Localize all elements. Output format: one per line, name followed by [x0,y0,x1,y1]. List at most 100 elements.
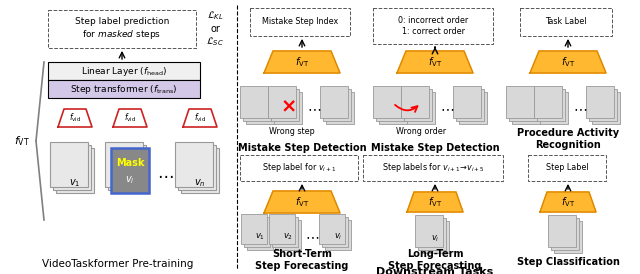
Bar [540,92,568,124]
Polygon shape [58,109,92,127]
Bar [509,89,537,121]
Bar [268,86,296,118]
Bar [269,214,295,244]
Text: $f_{\mathrm{VT}}$: $f_{\mathrm{VT}}$ [428,55,442,69]
Bar [592,92,620,124]
Bar [554,221,582,253]
Text: $v_2$: $v_2$ [283,232,293,242]
Polygon shape [183,109,217,127]
Text: $f_{\mathrm{VT}}$: $f_{\mathrm{VT}}$ [295,195,309,209]
Bar [50,141,88,187]
Text: Step labels for $v_{i+1}\!\to\!v_{i+5}$: Step labels for $v_{i+1}\!\to\!v_{i+5}$ [381,161,484,175]
Text: Wrong order: Wrong order [396,127,446,136]
Bar [407,92,435,124]
Text: Linear Layer ($f_{\mathrm{head}}$): Linear Layer ($f_{\mathrm{head}}$) [81,64,167,78]
Bar [537,89,565,121]
Bar [379,92,407,124]
Bar [53,144,91,190]
Bar [506,86,534,118]
Text: $f_{\mathrm{vid}}$: $f_{\mathrm{vid}}$ [124,112,136,124]
FancyBboxPatch shape [528,155,606,181]
Bar [105,141,143,187]
Text: Step transformer ($f_{\mathrm{trans}}$): Step transformer ($f_{\mathrm{trans}}$) [70,82,178,96]
Bar [247,220,273,250]
Bar [534,86,562,118]
Bar [376,89,404,121]
Text: Downstream Tasks: Downstream Tasks [376,267,493,274]
Text: VideoTaskformer Pre-training: VideoTaskformer Pre-training [42,259,194,269]
FancyBboxPatch shape [520,8,612,36]
Bar [586,86,614,118]
Bar [322,217,348,247]
Text: $v_1$: $v_1$ [255,232,265,242]
Bar [108,144,146,190]
Polygon shape [540,192,596,212]
Bar [272,217,298,247]
Polygon shape [264,51,340,73]
Bar [178,144,216,190]
Text: Task Label: Task Label [545,18,587,27]
Bar [275,220,301,250]
FancyBboxPatch shape [240,155,358,181]
Bar [418,218,446,250]
Bar [512,92,540,124]
Text: $v_1$: $v_1$ [69,177,81,189]
Bar [323,89,351,121]
Bar [589,89,617,121]
Text: Step label prediction
for $\mathit{masked}$ steps: Step label prediction for $\mathit{maske… [75,17,169,41]
Text: Long-Term
Step Forecasting: Long-Term Step Forecasting [388,249,482,271]
Bar [111,147,149,193]
Bar [421,221,449,253]
Bar [274,92,302,124]
Text: Step Classification: Step Classification [516,257,620,267]
FancyBboxPatch shape [373,8,493,44]
Text: $\mathbf{\times}$: $\mathbf{\times}$ [280,98,296,116]
Bar [326,92,354,124]
Text: $\cdots$: $\cdots$ [573,101,587,115]
Bar [551,218,579,250]
Bar [241,214,267,244]
Text: Mistake Step Index: Mistake Step Index [262,18,338,27]
Text: $\cdots$: $\cdots$ [440,101,454,115]
Polygon shape [397,51,473,73]
Bar [456,89,484,121]
Bar [111,147,149,193]
Text: Procedure Activity
Recognition: Procedure Activity Recognition [517,128,619,150]
Bar [548,215,576,247]
Bar [271,89,299,121]
Bar [325,220,351,250]
Text: $\cdots$: $\cdots$ [305,229,319,243]
Text: $v_i$: $v_i$ [431,234,439,244]
Polygon shape [407,192,463,212]
Bar [246,92,274,124]
Bar [459,92,487,124]
Text: $\mathcal{L}_{KL}$
or
$\mathcal{L}_{SC}$: $\mathcal{L}_{KL}$ or $\mathcal{L}_{SC}$ [206,10,224,48]
Text: $\cdots$: $\cdots$ [307,101,321,115]
Text: $v_i$: $v_i$ [333,232,342,242]
Text: $f_{\mathrm{VT}}$: $f_{\mathrm{VT}}$ [561,55,575,69]
Text: Step label for $v_{i+1}$: Step label for $v_{i+1}$ [262,161,336,175]
Bar [56,147,94,193]
Bar [453,86,481,118]
Polygon shape [113,109,147,127]
FancyBboxPatch shape [48,10,196,48]
Bar [404,89,432,121]
Text: $v_i$: $v_i$ [125,174,135,186]
FancyBboxPatch shape [250,8,350,36]
Text: $f_{\mathrm{vid}}$: $f_{\mathrm{vid}}$ [69,112,81,124]
Polygon shape [530,51,606,73]
Bar [373,86,401,118]
Text: Mistake Step Detection: Mistake Step Detection [237,143,366,153]
Bar [244,217,270,247]
Bar [415,215,443,247]
Text: $\cdots$: $\cdots$ [157,166,173,184]
Bar [319,214,345,244]
Bar [48,62,200,80]
Polygon shape [264,191,340,213]
Bar [401,86,429,118]
Text: 0: incorrect order
1: correct order: 0: incorrect order 1: correct order [398,16,468,36]
FancyBboxPatch shape [363,155,503,181]
Text: $f_{\mathrm{VT}}$: $f_{\mathrm{VT}}$ [561,195,575,209]
Bar [240,86,268,118]
Text: Short-Term
Step Forecasting: Short-Term Step Forecasting [255,249,349,271]
